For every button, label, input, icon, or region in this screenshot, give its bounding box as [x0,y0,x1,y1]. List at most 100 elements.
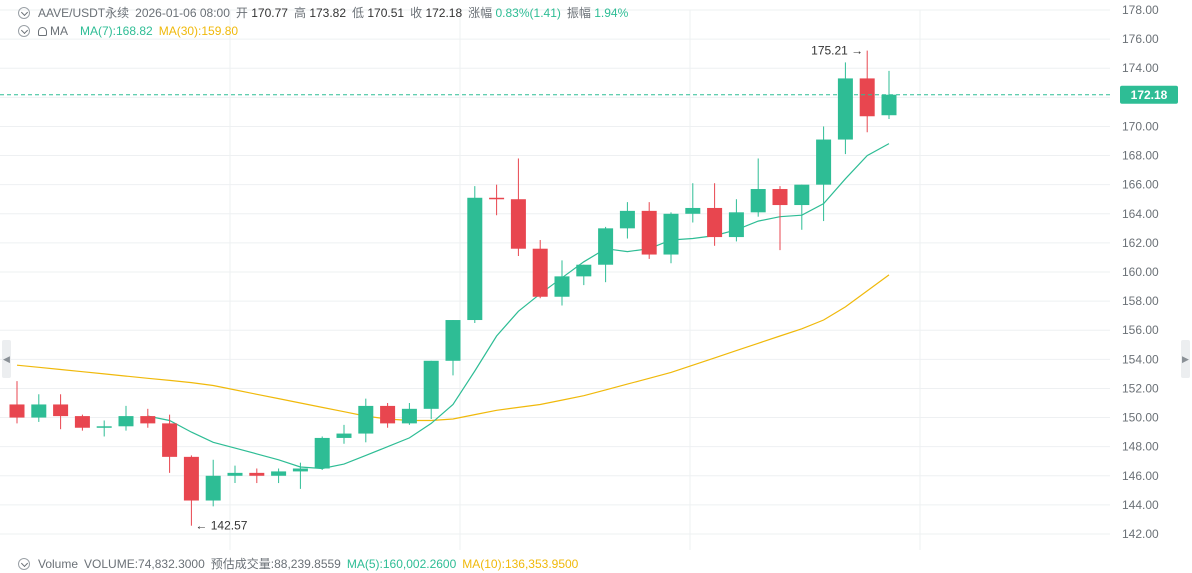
ma7-line-group [147,143,890,470]
candle-body [380,405,396,424]
candle [859,50,875,133]
y-tick-label: 154.00 [1122,352,1159,366]
candle-body [118,416,134,427]
y-tick-label: 158.00 [1122,294,1159,308]
y-tick-label: 146.00 [1122,469,1159,483]
candle-body [794,184,810,206]
candle-body [881,94,897,116]
candle [772,186,788,251]
candle [271,468,287,484]
candle [9,381,25,424]
y-tick-label: 170.00 [1122,119,1159,133]
candle [183,455,199,526]
candle [685,183,701,223]
candle [728,199,744,242]
candle-body [598,228,614,265]
ma-legend: MA MA(7):168.82 MA(30):159.80 [18,24,238,38]
candle-body [423,360,439,409]
ma-label[interactable]: MA [50,24,68,38]
candle-body [467,197,483,321]
volume-ma5: MA(5):160,002.2600 [346,557,457,571]
change-label: 涨幅 [468,6,493,20]
candle-body [445,320,461,361]
candle [467,186,483,323]
candle-body [859,78,875,117]
scroll-left-handle[interactable]: ◀ [2,340,11,378]
candle [663,212,679,264]
candle [423,360,439,420]
candle [707,183,723,246]
candle-body [707,207,723,238]
candle-body [336,433,352,438]
candle [31,394,47,422]
candle-body [53,404,69,417]
candle [140,408,156,428]
candle [554,260,570,306]
open-label: 开 [235,6,248,20]
candle-body [358,405,374,434]
y-tick-label: 174.00 [1122,61,1159,75]
chart-annotations: 172.18 175.21 → ← 142.57 [0,44,1178,533]
estimated-volume: 预估成交量:88,239.8559 [210,557,341,571]
candle-body [271,471,287,476]
candle-body [619,210,635,229]
candle-body [31,404,47,418]
max-price-label: 175.21 → [811,44,863,58]
ma30-legend-value: MA(30):159.80 [158,24,239,38]
y-tick-label: 166.00 [1122,178,1159,192]
candle-body [140,416,156,424]
volume-label[interactable]: Volume [38,557,79,571]
candle-body [183,456,199,501]
candle-body [489,197,505,200]
candle [96,420,112,437]
ma7-line [147,143,890,470]
y-tick-label: 162.00 [1122,236,1159,250]
candle-body [554,276,570,297]
candle [314,436,330,470]
candle-body [74,416,90,428]
candle [380,403,396,428]
candle-body [205,475,221,501]
candle-body [576,264,592,277]
datetime-label: 2026-01-06 08:00 [135,6,230,20]
candle-body [750,189,766,213]
y-tick-label: 164.00 [1122,207,1159,221]
open-value: 170.77 [251,6,288,20]
candle [53,394,69,430]
candle [336,424,352,444]
candle-body [816,139,832,185]
candle [576,264,592,286]
candle [619,202,635,239]
low-value: 170.51 [367,6,405,20]
candle-body [837,78,853,140]
candle-body [314,437,330,469]
ma-collapse-chevron-icon[interactable] [18,25,30,37]
current-price-badge [1120,85,1178,104]
current-price-label: 172.18 [1131,88,1168,102]
candle-body [772,189,788,206]
candle-body [227,472,243,476]
volume-collapse-chevron-icon[interactable] [18,558,30,570]
amplitude-value: 1.94% [594,6,629,20]
price-axis: 142.00 144.00 146.00 148.00 150.00 152.00 154.… [1122,3,1159,541]
y-tick-label: 152.00 [1122,381,1159,395]
candle-body [728,212,744,238]
y-tick-label: 178.00 [1122,3,1159,17]
candle [598,226,614,283]
candle-body [532,248,548,297]
candle [118,405,134,431]
candle-body [292,468,308,472]
alert-bell-icon[interactable] [38,26,47,36]
candle-body [510,199,526,249]
symbol-label: AAVE/USDT永续 [38,6,130,20]
scroll-right-handle[interactable]: ▶ [1181,340,1190,378]
collapse-chevron-icon[interactable] [18,7,30,19]
grid-lines [0,9,1110,550]
high-label: 高 [293,6,306,20]
ma7-legend-value: MA(7):168.82 [80,24,153,38]
candle-body [685,207,701,214]
amplitude-label: 振幅 [566,6,591,20]
candle [358,398,374,443]
candle [74,414,90,431]
